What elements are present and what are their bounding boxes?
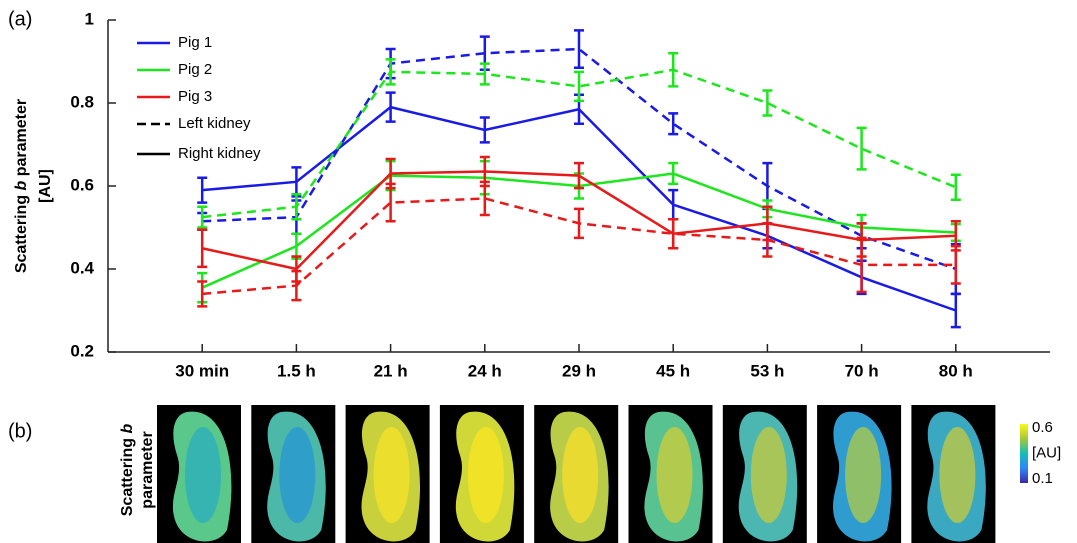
figure: (a) (b) Scattering b parameter [AU] Scat… [0,0,1077,543]
y-tick-label: 0.6 [70,175,94,194]
kidney-image-core [751,427,787,523]
legend-label: Pig 1 [178,34,212,51]
x-tick-label: 21 h [374,361,408,380]
x-tick-label: 30 min [175,361,229,380]
error-bar [857,128,867,169]
kidney-image-core [939,427,975,523]
y-tick-label: 1 [85,9,94,28]
x-tick-label: 70 h [845,361,879,380]
y-tick-label: 0.8 [70,92,94,111]
legend-label: Left kidney [178,115,251,132]
colorbar-tick-label: 0.1 [1032,470,1053,487]
x-tick-label: 24 h [468,361,502,380]
error-bar [951,175,961,200]
x-tick-label: 80 h [939,361,973,380]
colorbar [1020,424,1028,483]
x-tick-label: 53 h [750,361,784,380]
error-bar [762,91,772,116]
kidney-image-core [279,427,315,523]
x-tick-label: 1.5 h [277,361,316,380]
panel-label: (a) [8,8,32,30]
colorbar-tick-label: 0.6 [1032,419,1053,436]
y-tick-label: 0.2 [70,341,94,360]
kidney-image-core [185,427,221,523]
error-bar [668,113,678,134]
y-axis-label: [AU] [37,169,54,203]
colorbar-label: [AU] [1032,444,1061,461]
kidney-image-core [562,427,598,523]
panel-b-label: parameter [139,431,156,508]
error-bar [951,246,961,283]
kidney-image-core [468,427,504,523]
x-tick-label: 29 h [562,361,596,380]
panel-label: (b) [8,420,32,442]
legend-label: Right kidney [178,145,261,162]
y-axis-label: Scattering b parameter [13,99,30,273]
legend-label: Pig 3 [178,88,212,105]
kidney-image-core [845,427,881,523]
panel-b-label: Scattering b [119,424,136,517]
y-tick-label: 0.4 [70,258,94,277]
legend-label: Pig 2 [178,61,212,78]
error-bar [291,234,301,259]
x-tick-label: 45 h [656,361,690,380]
error-bar [574,30,584,67]
kidney-image-core [657,427,693,523]
kidney-image-core [374,427,410,523]
